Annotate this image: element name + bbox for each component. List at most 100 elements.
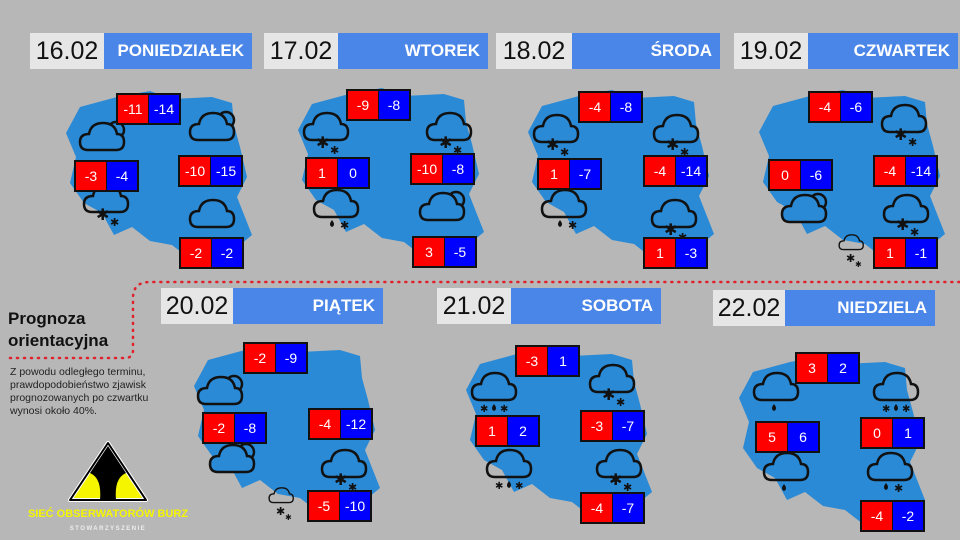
temperature-box: -4 -6 bbox=[808, 91, 873, 123]
temperature-box: -4 -7 bbox=[580, 492, 645, 524]
temperature-box: -11 -14 bbox=[116, 93, 181, 125]
svg-text:✱: ✱ bbox=[330, 144, 339, 154]
temp-max: -4 bbox=[645, 157, 676, 185]
temperature-box: -2 -2 bbox=[179, 237, 244, 269]
temperature-box: -10 -8 bbox=[410, 153, 475, 185]
temperature-box: -5 -10 bbox=[307, 490, 372, 522]
cloud-rain-snow-icon: ✱ bbox=[866, 448, 918, 499]
temp-max: -4 bbox=[875, 157, 906, 185]
temp-min: -9 bbox=[276, 344, 306, 372]
temp-min: 0 bbox=[338, 159, 368, 187]
date-label: 20.02 bbox=[161, 288, 233, 324]
temperature-box: -4 -2 bbox=[860, 500, 925, 532]
temp-max: 1 bbox=[539, 160, 570, 188]
cloud-sun-icon bbox=[418, 188, 470, 239]
temp-min: 2 bbox=[828, 354, 858, 382]
weekday-label: WTOREK bbox=[338, 33, 488, 69]
temp-min: -8 bbox=[611, 93, 641, 121]
temp-min: -8 bbox=[379, 91, 409, 119]
cloud-snow-icon: ✱ ✱ bbox=[652, 110, 704, 161]
svg-text:✱: ✱ bbox=[680, 146, 689, 156]
temp-max: -4 bbox=[862, 502, 893, 530]
temp-min: -8 bbox=[235, 414, 265, 442]
cloud-sleet-icon: ✱ ✱ bbox=[470, 368, 522, 419]
svg-text:✱: ✱ bbox=[664, 220, 677, 239]
temp-min: -14 bbox=[149, 95, 179, 123]
temperature-box: 1 -7 bbox=[537, 158, 602, 190]
temp-min: 1 bbox=[548, 347, 578, 375]
logo-triangle-icon bbox=[68, 441, 148, 502]
temperature-box: 1 -3 bbox=[643, 237, 708, 269]
temp-max: 0 bbox=[770, 161, 801, 189]
temp-max: -4 bbox=[580, 93, 611, 121]
weekday-label: SOBOTA bbox=[511, 288, 661, 324]
cloud-sun-icon bbox=[188, 108, 240, 159]
temp-min: -7 bbox=[613, 494, 643, 522]
cloud-rain-icon bbox=[762, 448, 814, 499]
temp-max: -10 bbox=[180, 157, 211, 185]
temp-max: 0 bbox=[862, 419, 893, 447]
temp-max: -4 bbox=[810, 93, 841, 121]
cloud-rain-snow-icon: ✱ bbox=[312, 185, 364, 236]
cloud-snow-small-icon: ✱ ✱ bbox=[268, 485, 320, 536]
svg-text:✱: ✱ bbox=[902, 404, 910, 414]
temp-min: -7 bbox=[613, 412, 643, 440]
temp-min: -15 bbox=[211, 157, 241, 185]
date-label: 17.02 bbox=[264, 33, 338, 69]
temp-min: -14 bbox=[906, 157, 936, 185]
svg-text:✱: ✱ bbox=[894, 125, 907, 144]
svg-text:✱: ✱ bbox=[546, 135, 559, 154]
date-label: 16.02 bbox=[30, 33, 104, 69]
date-label: 22.02 bbox=[713, 290, 785, 326]
temperature-box: -3 -7 bbox=[580, 410, 645, 442]
svg-text:✱: ✱ bbox=[894, 482, 903, 494]
temp-min: -7 bbox=[570, 160, 600, 188]
svg-text:✱: ✱ bbox=[453, 144, 462, 154]
svg-text:✱: ✱ bbox=[316, 133, 329, 152]
temperature-box: -4 -14 bbox=[643, 155, 708, 187]
cloud-rain-snow-icon: ✱ bbox=[540, 185, 592, 236]
cloud-sleet-icon: ✱ ✱ bbox=[872, 368, 924, 419]
svg-text:✱: ✱ bbox=[882, 404, 890, 414]
temp-max: -9 bbox=[348, 91, 379, 119]
svg-text:✱: ✱ bbox=[855, 260, 862, 269]
cloud-snow-icon: ✱ ✱ bbox=[588, 360, 640, 411]
temp-min: 2 bbox=[508, 417, 538, 445]
temp-max: -2 bbox=[181, 239, 212, 267]
note-text: Z powodu odległego terminu, prawdopodobi… bbox=[10, 366, 149, 417]
temp-min: 6 bbox=[788, 423, 818, 451]
svg-text:✱: ✱ bbox=[495, 481, 503, 491]
cloud-snow-icon: ✱ ✱ bbox=[532, 110, 584, 161]
svg-text:✱: ✱ bbox=[602, 385, 615, 404]
temp-min: -2 bbox=[893, 502, 923, 530]
weekday-label: PONIEDZIAŁEK bbox=[104, 33, 252, 69]
temp-min: -10 bbox=[340, 492, 370, 520]
temp-max: -11 bbox=[118, 95, 149, 123]
logo: SIEĆ OBSERWATORÓW BURZ STOWARZYSZENIE bbox=[18, 438, 198, 538]
temperature-box: 0 -6 bbox=[768, 159, 833, 191]
temp-max: -3 bbox=[582, 412, 613, 440]
cloud-rain-icon bbox=[752, 368, 804, 419]
temp-max: 1 bbox=[477, 417, 508, 445]
logo-subtitle: STOWARZYSZENIE bbox=[69, 526, 147, 532]
poland-map bbox=[739, 356, 925, 524]
svg-text:✱: ✱ bbox=[616, 396, 625, 406]
weekday-label: PIĄTEK bbox=[233, 288, 383, 324]
temp-max: -5 bbox=[309, 492, 340, 520]
temp-min: -4 bbox=[107, 162, 137, 190]
temp-max: 1 bbox=[645, 239, 676, 267]
temp-max: -3 bbox=[517, 347, 548, 375]
svg-text:✱: ✱ bbox=[910, 226, 919, 236]
weekday-label: ŚRODA bbox=[572, 33, 720, 69]
temp-max: 3 bbox=[414, 238, 445, 266]
svg-text:✱: ✱ bbox=[623, 481, 632, 491]
date-label: 18.02 bbox=[496, 33, 572, 69]
svg-text:✱: ✱ bbox=[276, 505, 285, 518]
cloud-sun-icon bbox=[196, 372, 248, 423]
temp-min: -3 bbox=[676, 239, 706, 267]
